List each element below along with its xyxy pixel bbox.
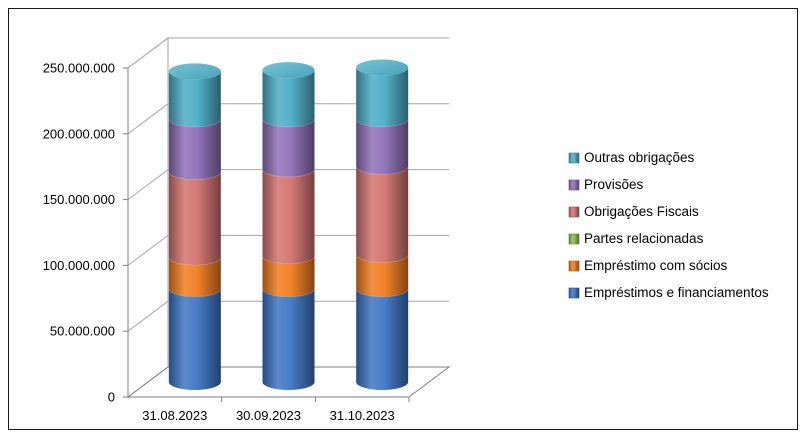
gridlines bbox=[123, 37, 449, 398]
chart-walls bbox=[127, 37, 169, 398]
gridline bbox=[127, 37, 449, 69]
cylinder-bar bbox=[262, 62, 315, 390]
cylinder-bar bbox=[168, 63, 222, 390]
legend-label: Empréstimo com sócios bbox=[584, 258, 728, 273]
bar-segment bbox=[356, 254, 409, 297]
x-tick-label: 31.10.2023 bbox=[330, 408, 395, 423]
legend-item: Partes relacionadas bbox=[568, 231, 704, 246]
legend-label: Outras obrigações bbox=[584, 150, 695, 165]
bar-segment bbox=[168, 256, 221, 297]
bar-segment bbox=[262, 70, 315, 127]
legend-item: Outras obrigações bbox=[568, 150, 695, 165]
bar-segment bbox=[356, 118, 409, 175]
gridline bbox=[127, 234, 449, 266]
x-tick-label: 30.09.2023 bbox=[236, 408, 301, 423]
bar-segment bbox=[262, 118, 315, 177]
x-tick-label: 31.08.2023 bbox=[142, 408, 207, 423]
chart-bars bbox=[168, 59, 409, 390]
legend: Outras obrigações Provisões Obrigações Fis… bbox=[568, 150, 769, 300]
legend-swatch bbox=[568, 206, 580, 218]
bar-segment bbox=[168, 171, 221, 265]
bar-segment bbox=[168, 71, 221, 127]
legend-swatch bbox=[568, 179, 580, 191]
y-tick-label: 50.000.000 bbox=[50, 324, 115, 339]
legend-label: Empréstimos e financiamentos bbox=[584, 285, 769, 300]
bar-segment bbox=[356, 67, 409, 127]
bar-segment bbox=[262, 168, 315, 264]
legend-label: Obrigações Fiscais bbox=[584, 204, 699, 219]
legend-swatch bbox=[568, 287, 580, 299]
bar-segment bbox=[262, 288, 315, 390]
bar-segment bbox=[356, 166, 409, 263]
legend-label: Partes relacionadas bbox=[584, 231, 704, 246]
legend-item: Obrigações Fiscais bbox=[568, 204, 699, 219]
legend-item: Empréstimos e financiamentos bbox=[568, 285, 769, 300]
y-tick-label: 250.000.000 bbox=[43, 61, 115, 76]
x-axis-tick-labels: 31.08.2023 30.09.2023 31.10.2023 bbox=[142, 397, 410, 423]
legend-swatch bbox=[568, 260, 580, 272]
bar-segment bbox=[168, 288, 221, 390]
y-tick-label: 200.000.000 bbox=[43, 126, 115, 141]
gridline bbox=[127, 300, 449, 332]
legend-item: Empréstimo com sócios bbox=[568, 258, 728, 273]
bar-top-cap bbox=[262, 62, 315, 79]
legend-label: Provisões bbox=[584, 177, 644, 192]
bar-segment bbox=[262, 255, 315, 297]
gridline bbox=[127, 169, 449, 200]
y-tick-label: 0 bbox=[108, 390, 115, 405]
legend-swatch bbox=[568, 152, 580, 164]
bar-segment bbox=[356, 288, 409, 390]
bar-segment bbox=[168, 118, 221, 180]
cylinder-bar bbox=[355, 59, 409, 390]
bar-top-cap bbox=[356, 59, 409, 76]
y-tick-label: 100.000.000 bbox=[43, 258, 115, 273]
legend-item: Provisões bbox=[568, 177, 644, 192]
y-axis-tick-labels: 0 50.000.000 100.000.000 150.000.000 200.000… bbox=[43, 61, 115, 405]
side-wall bbox=[127, 37, 169, 398]
legend-swatch bbox=[568, 233, 580, 245]
gridline bbox=[127, 103, 449, 135]
bar-top-cap bbox=[168, 63, 221, 80]
y-tick-label: 150.000.000 bbox=[43, 192, 115, 207]
